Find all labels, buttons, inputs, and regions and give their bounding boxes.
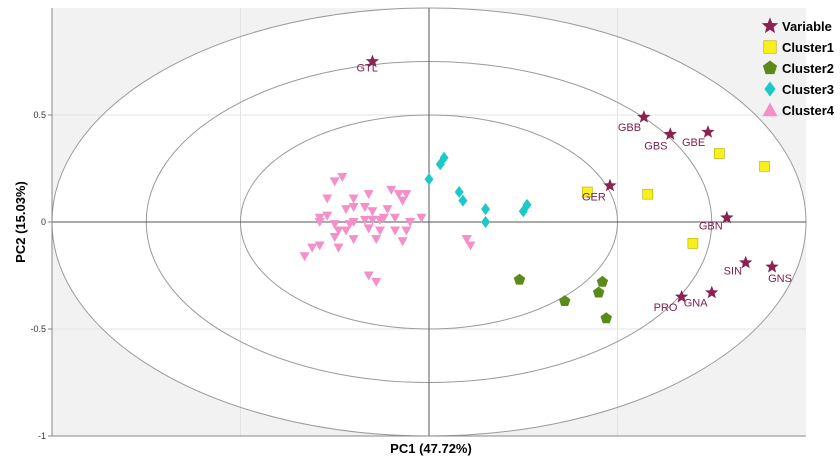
cluster4-point	[348, 203, 359, 213]
cluster2-point	[559, 295, 571, 306]
cluster1-point	[582, 186, 593, 198]
legend-label: Cluster2	[782, 61, 834, 76]
cluster3-point	[481, 216, 491, 228]
cluster1-point	[713, 148, 725, 159]
cluster2-point	[592, 286, 605, 298]
variable-point	[663, 127, 677, 140]
cluster4-point	[378, 213, 389, 223]
cluster4-point	[363, 224, 374, 234]
cluster4-point	[397, 196, 408, 206]
cluster4-point	[371, 235, 382, 245]
cluster2-point	[513, 273, 526, 285]
y-tick-label: -0.5	[30, 324, 46, 334]
cluster4-point	[386, 185, 397, 195]
cluster1-point	[642, 188, 653, 200]
cluster4-point	[405, 218, 416, 227]
y-axis-label: PC2 (15.03%)	[13, 181, 28, 263]
legend-label: Cluster3	[782, 82, 834, 97]
cluster4-point	[371, 277, 382, 287]
cluster4-point	[393, 190, 404, 200]
cluster3-point	[458, 194, 468, 207]
cluster4-point	[333, 243, 344, 253]
variable-point	[365, 54, 380, 68]
cluster4-point	[348, 194, 359, 204]
cluster4-point	[329, 220, 340, 230]
variable-point	[701, 125, 715, 138]
point-label: GER	[582, 192, 606, 204]
legend-marker-cluster2	[762, 60, 778, 75]
legend-marker-variable	[761, 17, 779, 34]
cluster4-point	[329, 177, 340, 187]
cluster1-point	[687, 238, 699, 249]
cluster4-point	[363, 271, 374, 281]
point-label: GNA	[684, 298, 709, 310]
x-axis-label: PC1 (47.72%)	[390, 441, 472, 456]
cluster4-point	[390, 226, 401, 236]
y-tick-label: -1	[38, 431, 46, 441]
cluster3-point	[522, 198, 532, 211]
legend-label: Variable	[782, 19, 832, 34]
cluster4-point	[337, 173, 348, 183]
cluster1-point	[759, 161, 770, 172]
cluster3-point	[424, 173, 434, 186]
cluster4-point	[322, 211, 333, 221]
legend-marker-cluster4	[762, 102, 778, 117]
variable-point	[603, 178, 617, 192]
cluster4-point	[307, 243, 318, 253]
cluster4-point	[397, 237, 408, 247]
cluster4-point	[367, 215, 378, 225]
cluster4-point	[333, 226, 344, 236]
variable-point	[705, 285, 719, 299]
variable-point	[674, 289, 689, 303]
variable-point	[739, 255, 753, 269]
point-label: GNS	[768, 273, 792, 285]
cluster4-point	[322, 194, 333, 204]
cluster4-point	[299, 252, 310, 262]
cluster3-point	[439, 151, 449, 164]
point-label: GBS	[644, 140, 667, 152]
legend-marker-cluster3	[764, 81, 776, 97]
cluster3-point	[481, 203, 491, 216]
cluster4-point	[382, 205, 393, 215]
point-label: GBN	[699, 221, 723, 233]
cluster2-point	[596, 275, 609, 287]
cluster4-point	[359, 203, 370, 213]
legend-label: Cluster1	[782, 40, 834, 55]
y-ticks: 0.5 0 -0.5 -1	[30, 110, 52, 441]
cluster4-point	[390, 213, 401, 223]
cluster4-point	[329, 232, 340, 242]
point-label: GBB	[618, 122, 641, 134]
cluster4-point	[401, 190, 412, 200]
cluster2-point	[600, 312, 612, 324]
cluster4-point	[363, 190, 374, 200]
legend-marker-cluster1	[763, 40, 777, 54]
y-tick-label: 0.5	[33, 110, 46, 120]
cluster4-point	[348, 218, 359, 227]
cluster4-point	[359, 215, 370, 225]
cluster4-point	[465, 241, 476, 251]
cluster4-point	[314, 241, 325, 251]
cluster4-point	[341, 205, 352, 215]
cluster4-point	[416, 213, 427, 223]
cluster4-point	[374, 226, 385, 236]
cluster4-point	[401, 226, 412, 236]
point-label: SIN	[724, 266, 742, 278]
cluster3-point	[454, 186, 464, 199]
point-label: GTL	[356, 63, 377, 75]
variable-point	[720, 210, 734, 224]
point-label: GBE	[682, 137, 705, 149]
cluster4-point	[314, 218, 325, 227]
cluster4-point	[461, 235, 472, 245]
legend: Variable Cluster1 Cluster2 Cluster3 Cluster4	[761, 17, 835, 118]
legend-label: Cluster4	[782, 103, 835, 118]
cluster4-point	[348, 235, 359, 245]
variable-point	[765, 259, 779, 273]
cluster4-point	[367, 207, 378, 217]
point-label: PRO	[654, 302, 678, 314]
y-tick-label: 0	[41, 217, 46, 227]
variable-point	[637, 110, 651, 123]
cluster4-point	[341, 226, 352, 236]
